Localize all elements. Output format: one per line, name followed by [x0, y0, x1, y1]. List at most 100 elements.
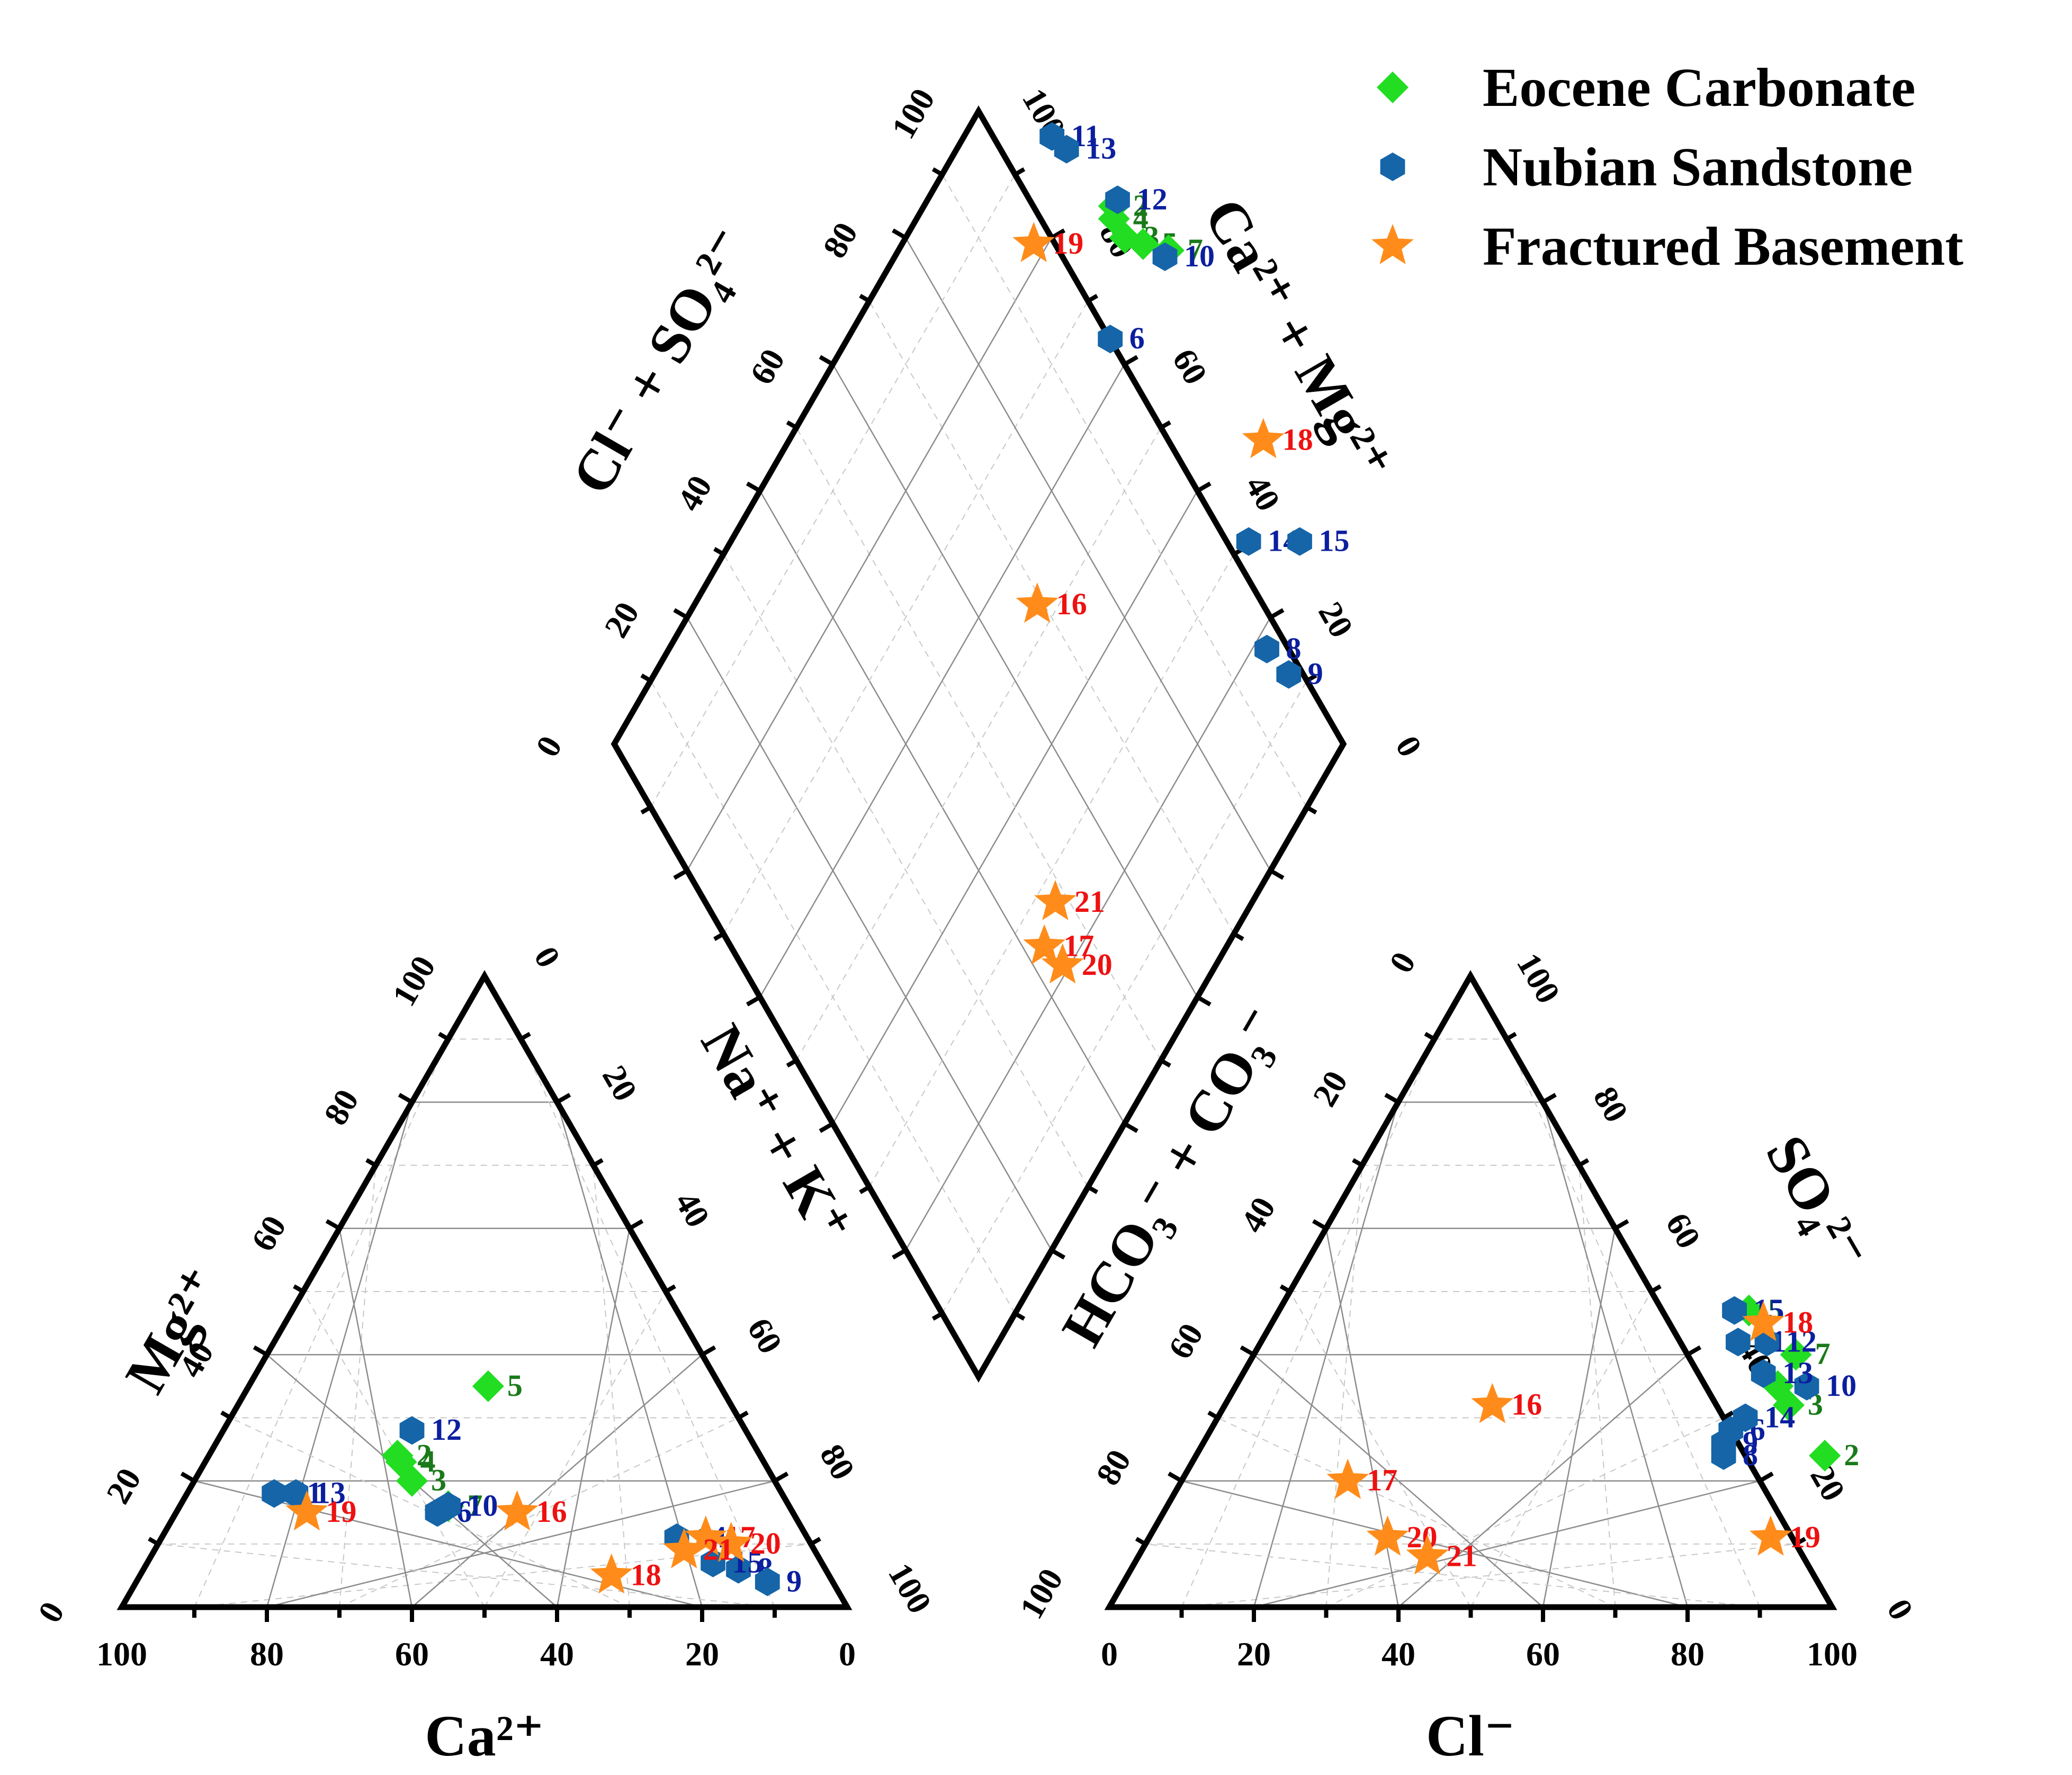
anion-left-tick-label: 40 [1233, 1191, 1282, 1239]
anion-point-16 [1471, 1383, 1514, 1423]
anion-grid-r [1578, 1165, 1616, 1608]
diamond-point-label-15: 15 [1319, 524, 1350, 558]
cation-grid-l [194, 1038, 449, 1608]
diamond-lr-tick [1306, 805, 1317, 814]
anion-point-11 [1726, 1328, 1751, 1357]
diamond-lr-tick [1233, 932, 1244, 941]
diamond-point-9 [1276, 660, 1302, 689]
cation-point-label-10: 10 [468, 1488, 498, 1522]
diamond-grid-a [868, 301, 1235, 934]
diamond-ur-tick [1306, 674, 1317, 683]
diamond-grid-a [941, 174, 1307, 808]
diamond-ul-tick [931, 167, 944, 176]
diamond-ul-tick-label: 0 [528, 730, 569, 763]
diamond-frame [611, 105, 1347, 1383]
diamond-point-10 [1152, 242, 1178, 271]
diamond-point-label-9: 9 [1308, 657, 1323, 691]
diamond-lr-tick [1160, 1059, 1171, 1068]
cation-point-label-20: 20 [750, 1526, 781, 1561]
diamond-ul-tick-label: 80 [815, 216, 865, 264]
diamond-point-14 [1236, 527, 1261, 556]
diamond-grid-b [759, 364, 1125, 998]
diamond-ll-tick [819, 1122, 834, 1133]
cation-left-tick [253, 1345, 268, 1357]
cation-point-18 [590, 1553, 633, 1594]
cation-right-tick [519, 1032, 531, 1041]
cation-point-label-18: 18 [631, 1557, 661, 1592]
anion-bottom-tick-label: 100 [1807, 1635, 1858, 1673]
cation-point-4 [385, 1446, 417, 1478]
anion-bottom-axis-title: Cl⁻ [1426, 1704, 1515, 1768]
anion-point-label-18: 18 [1782, 1305, 1813, 1340]
diamond-point-label-7: 7 [1188, 232, 1203, 267]
cation-grid-l [302, 1291, 485, 1608]
diamond-point-label-10: 10 [1184, 239, 1215, 273]
cation-right-tick [592, 1158, 604, 1168]
cation-left-tick-label: 80 [317, 1083, 366, 1131]
cation-left-tick-label: 0 [31, 1595, 71, 1629]
anion-left-tick [1240, 1345, 1255, 1357]
diamond-ll-tick [746, 995, 761, 1007]
cation-bottom-tick-label: 0 [839, 1635, 856, 1673]
anion-right-tick [1614, 1219, 1629, 1231]
anion-right-tick [1686, 1345, 1702, 1357]
axis-ticks [148, 167, 1807, 1622]
anion-grid-l [1253, 1354, 1544, 1608]
diamond-ur-tick [1087, 294, 1099, 303]
anion-point-label-14: 14 [1764, 1400, 1795, 1434]
diamond-upper-left-axis-title: Cl⁻ + SO₄²⁻ [559, 217, 763, 505]
diamond-lr-tick [1013, 1312, 1026, 1321]
anion-point-9 [1711, 1429, 1736, 1458]
cation-point-label-4: 4 [420, 1444, 436, 1478]
legend-label-1: Eocene Carbonate [1483, 57, 1915, 118]
cation-point-label-21: 21 [703, 1532, 734, 1567]
anion-right-axis-title: SO₄²⁻ [1754, 1125, 1881, 1281]
diamond-ur-tick [1050, 228, 1066, 240]
diamond-point-17 [1023, 924, 1066, 965]
anion-point-label-16: 16 [1511, 1387, 1542, 1422]
legend-label-3: Fractured Basement [1483, 216, 1963, 277]
diamond-point-21 [1034, 880, 1077, 920]
diamond-point-label-20: 20 [1082, 947, 1113, 982]
cation-point-13 [283, 1479, 309, 1508]
diamond-grid-b [686, 237, 1052, 871]
legend-marker-3 [1371, 224, 1414, 264]
anion-point-7 [1780, 1339, 1812, 1371]
diamond-grid-b [868, 554, 1235, 1187]
anion-point-15 [1722, 1296, 1747, 1325]
anion-grid-r [1542, 1228, 1616, 1608]
diamond-point-12 [1105, 185, 1130, 214]
cation-left-tick-label: 100 [385, 949, 443, 1012]
diamond-grid-b [723, 301, 1089, 934]
diamond-lr-tick [1196, 995, 1212, 1007]
cation-left-tick [365, 1158, 377, 1168]
diamond-ul-tick [786, 420, 797, 429]
anion-point-14 [1733, 1403, 1758, 1432]
cation-point-15 [701, 1548, 725, 1577]
data-points: 2223334445557776668889991010101111111212… [262, 119, 1859, 1598]
anion-point-label-2: 2 [1844, 1438, 1859, 1472]
anion-grid-l [1217, 1417, 1616, 1608]
grid-lines [158, 174, 1796, 1608]
cation-right-tick [665, 1284, 676, 1294]
cation-point-5 [472, 1370, 504, 1402]
tick-labels: 1000000001008020202020202080604040404040… [31, 82, 1921, 1673]
diamond-lr-tick [1123, 1122, 1138, 1133]
diamond-point-label-16: 16 [1056, 587, 1087, 621]
anion-point-18 [1742, 1301, 1784, 1341]
cation-grid-l [339, 1165, 376, 1608]
anion-right-tick-label: 60 [1658, 1207, 1708, 1255]
diamond-grid-a [905, 237, 1271, 871]
cation-point-11 [262, 1479, 287, 1508]
diamond-ul-tick [640, 674, 652, 683]
anion-bottom-tick-label: 80 [1671, 1635, 1705, 1673]
diamond-ul-tick [673, 608, 688, 620]
cation-grid-r [593, 1165, 630, 1608]
diamond-lr-tick [1269, 868, 1285, 880]
legend-label-2: Nubian Sandstone [1483, 137, 1913, 198]
diamond-ul-tick [713, 547, 725, 556]
diamond-ll-tick [892, 1248, 907, 1260]
cation-point-20 [710, 1521, 752, 1562]
anion-left-tick-label: 60 [1161, 1317, 1210, 1365]
anion-point-label-17: 17 [1367, 1463, 1397, 1498]
